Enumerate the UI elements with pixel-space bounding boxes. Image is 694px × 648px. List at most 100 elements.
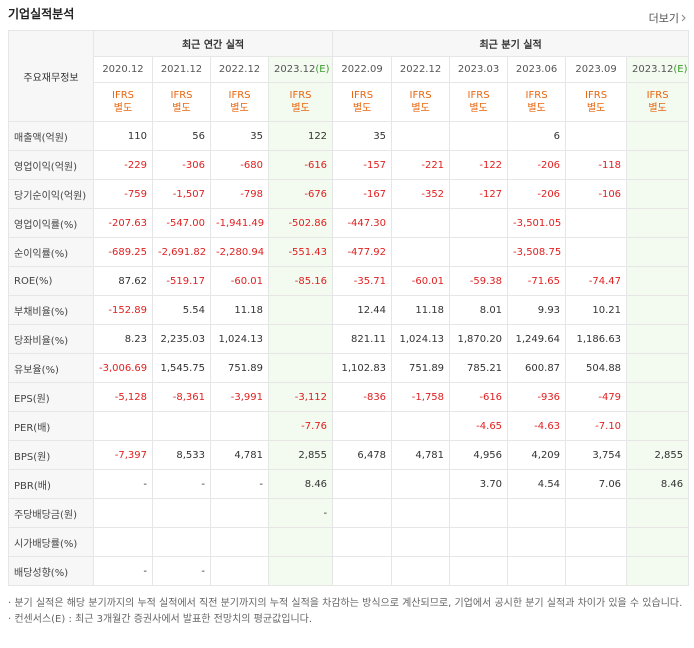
value-cell: -3,501.05 (507, 208, 567, 238)
value-cell: -106 (565, 179, 628, 209)
value-cell: -306 (152, 150, 211, 180)
standard: IFRS (646, 90, 669, 101)
value-cell: 6 (507, 121, 567, 151)
note: · 컨센서스(E) : 최근 3개월간 증권사에서 발표한 전망치의 평균값입니… (8, 614, 313, 625)
row-label: 당좌비율(%) (8, 324, 94, 354)
value-cell: -676 (267, 179, 334, 209)
row-label: 매출액(억원) (8, 121, 94, 151)
value-cell: -167 (332, 179, 393, 209)
value-cell: -221 (391, 150, 451, 180)
period-header: 2023.06 (507, 56, 567, 83)
value-cell: 8,533 (152, 440, 211, 470)
accounting-standard: IFRS 별도 (626, 82, 690, 122)
period: 2023.06 (515, 64, 558, 75)
value-cell (391, 237, 451, 267)
value-cell (152, 498, 211, 528)
period-header: 2022.12 (391, 56, 451, 83)
row-label: 영업이익(억원) (8, 150, 94, 180)
value-cell: -4.63 (507, 411, 567, 441)
value-cell: -35.71 (332, 266, 393, 296)
value-cell (626, 411, 690, 441)
row-label: 영업이익률(%) (8, 208, 94, 238)
value-cell (626, 266, 690, 296)
value-cell: 1,249.64 (507, 324, 567, 354)
value-cell: 1,186.63 (565, 324, 628, 354)
value-cell (449, 237, 509, 267)
value-cell: 1,102.83 (332, 353, 393, 383)
value-cell: -3,006.69 (93, 353, 153, 383)
value-cell: 5.54 (152, 295, 211, 325)
value-cell: 1,870.20 (449, 324, 509, 354)
row-label: 배당성향(%) (8, 556, 94, 586)
value-cell: -680 (210, 150, 269, 180)
value-cell (626, 237, 690, 267)
accounting-standard: IFRS 별도 (267, 82, 334, 122)
value-cell: 4.54 (507, 469, 567, 499)
value-cell: -477.92 (332, 237, 393, 267)
value-cell: -2,691.82 (152, 237, 211, 267)
value-cell: -157 (332, 150, 393, 180)
value-cell: 35 (332, 121, 393, 151)
value-cell: -206 (507, 179, 567, 209)
row-label: 순이익률(%) (8, 237, 94, 267)
value-cell: 7.06 (565, 469, 628, 499)
value-cell (565, 527, 628, 557)
value-cell: -4.65 (449, 411, 509, 441)
value-cell (626, 121, 690, 151)
basis: 별도 (469, 103, 488, 114)
value-cell: 8.23 (93, 324, 153, 354)
period: 2022.12 (399, 64, 442, 75)
value-cell: -551.43 (267, 237, 334, 267)
value-cell: 11.18 (210, 295, 269, 325)
more-text[interactable]: 더보기 (648, 12, 679, 25)
value-cell: - (267, 498, 334, 528)
row-label: 유보율(%) (8, 353, 94, 383)
value-cell (210, 498, 269, 528)
value-cell: 600.87 (507, 353, 567, 383)
value-cell: 1,545.75 (152, 353, 211, 383)
value-cell: 8.01 (449, 295, 509, 325)
value-cell: 110 (93, 121, 153, 151)
accounting-standard: IFRS 별도 (210, 82, 269, 122)
value-cell: 3,754 (565, 440, 628, 470)
row-label: 당기순이익(억원) (8, 179, 94, 209)
value-cell (391, 121, 451, 151)
value-cell (391, 469, 451, 499)
value-cell: -60.01 (391, 266, 451, 296)
value-cell (626, 324, 690, 354)
period: 2022.09 (341, 64, 383, 75)
value-cell: -7,397 (93, 440, 153, 470)
value-cell: -479 (565, 382, 628, 412)
value-cell: -1,507 (152, 179, 211, 209)
value-cell: -502.86 (267, 208, 334, 238)
value-cell: - (93, 556, 153, 586)
value-cell: 4,781 (210, 440, 269, 470)
more-link[interactable]: 더보기 (649, 10, 686, 26)
row-label: PBR(배) (8, 469, 94, 499)
value-cell: - (93, 469, 153, 499)
value-cell (626, 382, 690, 412)
value-cell: 8.46 (626, 469, 690, 499)
value-cell (391, 527, 451, 557)
value-cell: 9.93 (507, 295, 567, 325)
value-cell: - (210, 469, 269, 499)
row-label: BPS(원) (8, 440, 94, 470)
accounting-standard: IFRS 별도 (449, 82, 509, 122)
value-cell: 87.62 (93, 266, 153, 296)
value-cell: - (152, 556, 211, 586)
value-cell: -152.89 (93, 295, 153, 325)
value-cell: -689.25 (93, 237, 153, 267)
value-cell: -2,280.94 (210, 237, 269, 267)
value-cell: 8.46 (267, 469, 334, 499)
value-cell (626, 295, 690, 325)
basis: 별도 (352, 103, 372, 114)
value-cell: 2,855 (626, 440, 690, 470)
basis: 별도 (172, 103, 191, 114)
value-cell: 1,024.13 (210, 324, 269, 354)
value-cell (626, 353, 690, 383)
value-cell (391, 208, 451, 238)
value-cell: -8,361 (152, 382, 211, 412)
value-cell: -207.63 (93, 208, 153, 238)
value-cell: -7.10 (565, 411, 628, 441)
